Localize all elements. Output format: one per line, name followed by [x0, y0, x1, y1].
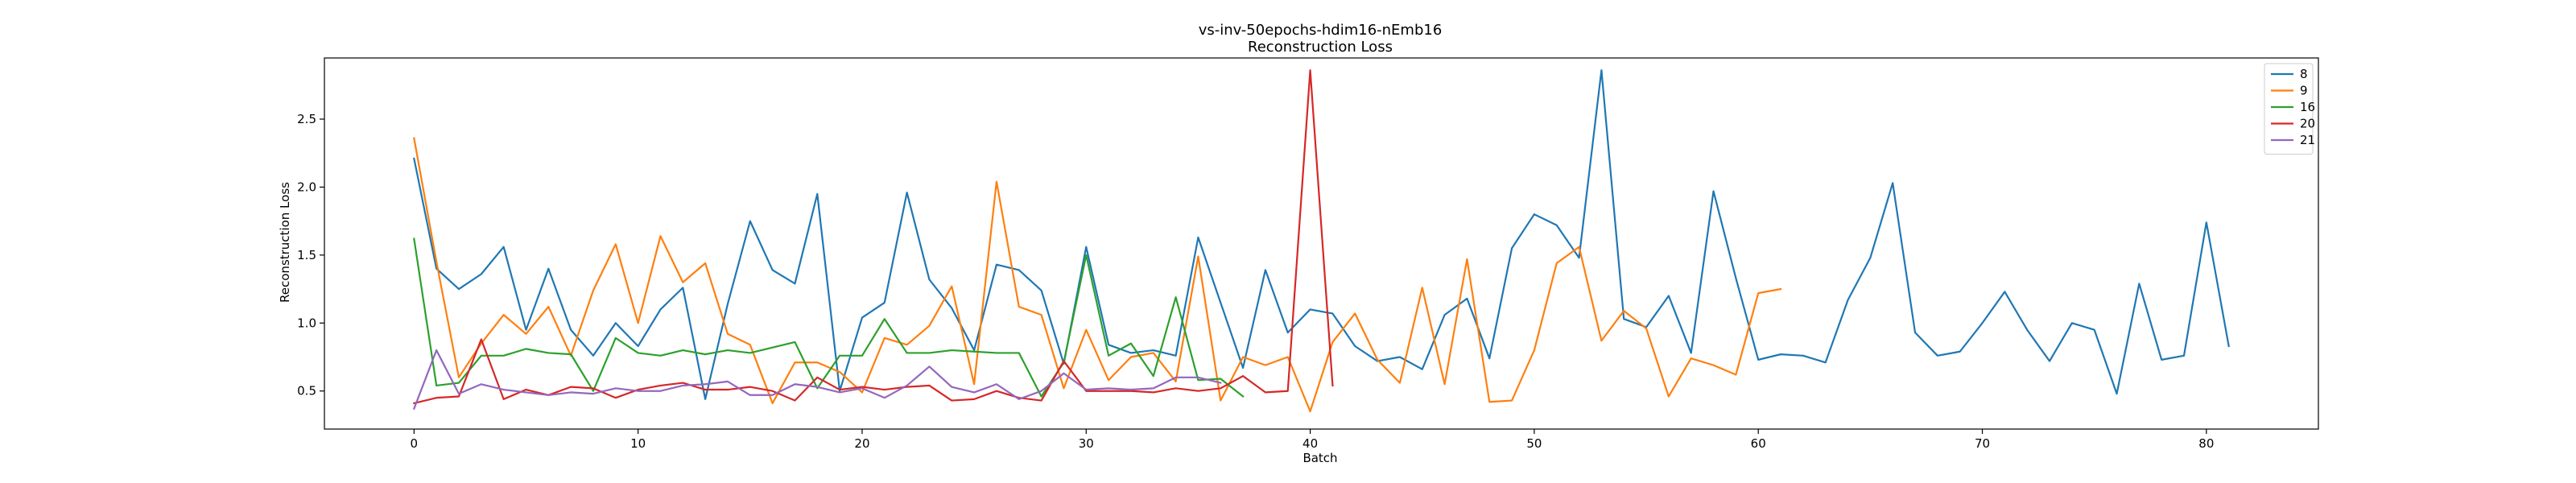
series-line-16	[413, 237, 1245, 398]
y-tick-label: 0.5	[297, 384, 316, 398]
x-tick-label: 50	[1526, 436, 1542, 451]
x-tick-label: 70	[1975, 436, 1990, 451]
x-tick-label: 80	[2198, 436, 2214, 451]
legend-label-9: 9	[2300, 84, 2308, 98]
y-tick-label: 2.5	[297, 112, 316, 126]
chart-subtitle: Reconstruction Loss	[1248, 39, 1393, 56]
y-tick-label: 1.0	[297, 316, 316, 330]
legend: 8 9 16 20 21	[2264, 63, 2315, 155]
series-line-20	[413, 69, 1334, 405]
legend-label-20: 20	[2300, 117, 2315, 131]
legend-label-21: 21	[2300, 133, 2315, 147]
legend-label-16: 16	[2300, 100, 2315, 114]
chart-title: vs-inv-50epochs-hdim16-nEmb16	[1199, 22, 1443, 39]
y-axis-label: Reconstruction Loss	[278, 182, 292, 303]
legend-box	[2264, 63, 2314, 155]
x-tick-label: 60	[1751, 436, 1766, 451]
legend-label-8: 8	[2300, 67, 2308, 81]
y-tick-label: 2.0	[297, 180, 316, 194]
y-tick-label: 1.5	[297, 248, 316, 262]
x-tick-label: 30	[1079, 436, 1094, 451]
series-line-9	[413, 137, 1782, 413]
plot-frame	[324, 57, 2319, 430]
series-line-21	[412, 349, 1222, 411]
x-tick-label: 20	[854, 436, 869, 451]
x-tick-label: 0	[411, 436, 419, 451]
x-axis-label: Batch	[1302, 451, 1337, 465]
x-tick-label: 40	[1302, 436, 1318, 451]
x-tick-label: 10	[630, 436, 646, 451]
